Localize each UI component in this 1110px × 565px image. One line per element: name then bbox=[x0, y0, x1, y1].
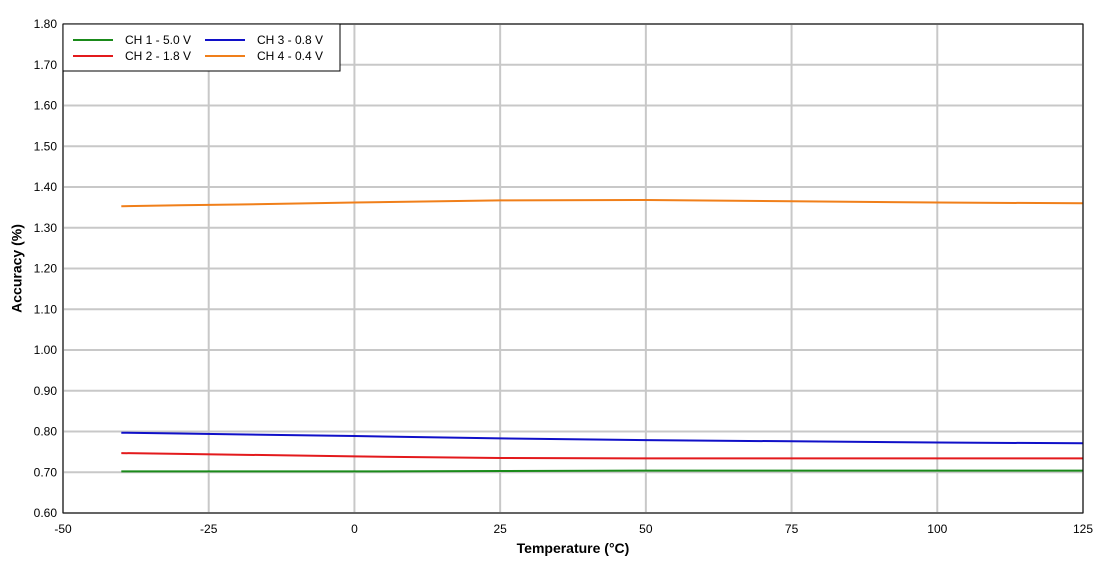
y-tick-label: 1.30 bbox=[34, 221, 58, 235]
x-tick-labels: -50 -25 0 25 50 75 100 125 bbox=[54, 522, 1093, 536]
y-tick-label: 1.40 bbox=[34, 180, 58, 194]
x-tick-label: 100 bbox=[927, 522, 947, 536]
y-tick-label: 1.80 bbox=[34, 17, 58, 31]
x-tick-label: 75 bbox=[785, 522, 799, 536]
y-tick-label: 1.50 bbox=[34, 139, 58, 153]
y-tick-label: 0.70 bbox=[34, 465, 58, 479]
x-tick-label: -25 bbox=[200, 522, 218, 536]
x-tick-label: 0 bbox=[351, 522, 358, 536]
x-tick-label: 50 bbox=[639, 522, 653, 536]
y-tick-label: 1.00 bbox=[34, 343, 58, 357]
series-line-ch1 bbox=[121, 469, 1083, 473]
y-axis-title: Accuracy (%) bbox=[9, 224, 25, 313]
y-tick-label: 0.90 bbox=[34, 384, 58, 398]
legend-box bbox=[62, 23, 341, 72]
y-tick-label: 0.80 bbox=[34, 425, 58, 439]
x-tick-label: -50 bbox=[54, 522, 72, 536]
legend: CH 1 - 5.0 V CH 2 - 1.8 V CH 3 - 0.8 V CH 4… bbox=[62, 23, 341, 72]
series-line-ch3 bbox=[121, 431, 1084, 445]
series-line-ch2 bbox=[121, 452, 1083, 460]
legend-label: CH 1 - 5.0 V bbox=[125, 33, 191, 47]
x-axis-title: Temperature (°C) bbox=[517, 540, 630, 556]
y-tick-label: 1.10 bbox=[34, 302, 58, 316]
grid-lines bbox=[62, 23, 1084, 514]
y-tick-label: 1.60 bbox=[34, 99, 58, 113]
series-line-ch4 bbox=[121, 198, 1084, 208]
legend-label: CH 3 - 0.8 V bbox=[257, 33, 323, 47]
y-tick-label: 1.20 bbox=[34, 262, 58, 276]
legend-label: CH 2 - 1.8 V bbox=[125, 49, 191, 63]
plot-area-border bbox=[62, 23, 1084, 514]
y-tick-label: 1.70 bbox=[34, 58, 58, 72]
series-lines bbox=[121, 198, 1084, 473]
x-tick-label: 25 bbox=[493, 522, 507, 536]
y-tick-labels: 0.60 0.70 0.80 0.90 1.00 1.10 1.20 1.30 1.40 1.50… bbox=[34, 17, 58, 520]
y-tick-label: 0.60 bbox=[34, 506, 58, 520]
x-tick-label: 125 bbox=[1073, 522, 1093, 536]
legend-label: CH 4 - 0.4 V bbox=[257, 49, 323, 63]
